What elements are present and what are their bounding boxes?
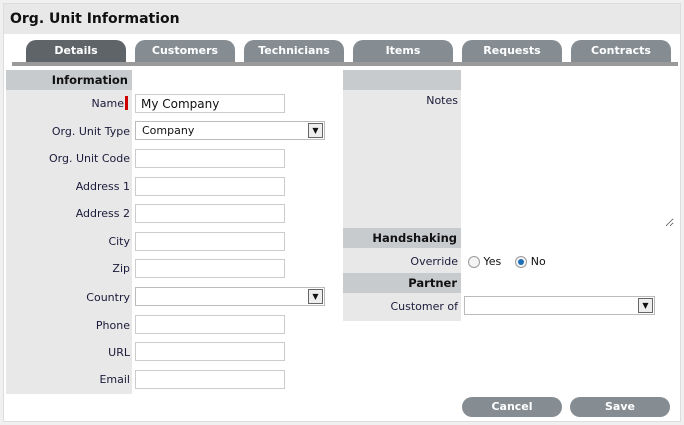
- url-input[interactable]: [135, 342, 285, 361]
- tab-details[interactable]: Details: [26, 40, 126, 62]
- phone-label: Phone: [95, 319, 130, 332]
- address2-label: Address 2: [75, 207, 130, 220]
- notes-textarea[interactable]: [464, 90, 674, 227]
- override-no-radio[interactable]: [515, 256, 528, 268]
- override-yes-radio[interactable]: [468, 256, 480, 268]
- tab-items[interactable]: Items: [353, 40, 453, 62]
- org-unit-type-select[interactable]: Company ▼: [135, 121, 325, 140]
- label-column: [6, 70, 132, 394]
- chevron-down-icon[interactable]: ▼: [308, 123, 323, 138]
- org-unit-panel: Org. Unit Information Details Customers …: [3, 3, 681, 422]
- org-unit-code-label: Org. Unit Code: [48, 152, 130, 165]
- partner-header: Partner: [343, 273, 461, 293]
- override-label: Override: [410, 255, 458, 268]
- name-input[interactable]: [135, 94, 285, 113]
- save-button[interactable]: Save: [570, 397, 670, 417]
- tab-contracts[interactable]: Contracts: [571, 40, 671, 62]
- url-label: URL: [108, 346, 130, 359]
- customer-of-select[interactable]: ▼: [464, 296, 655, 315]
- zip-label: Zip: [112, 262, 130, 275]
- city-label: City: [108, 235, 130, 248]
- phone-input[interactable]: [135, 315, 285, 334]
- notes-label: Notes: [426, 94, 458, 107]
- email-input[interactable]: [135, 370, 285, 389]
- address1-input[interactable]: [135, 177, 285, 196]
- country-select[interactable]: ▼: [135, 287, 325, 306]
- address1-label: Address 1: [75, 180, 130, 193]
- override-radio-group: Yes No: [468, 255, 546, 268]
- chevron-down-icon[interactable]: ▼: [638, 298, 653, 313]
- org-unit-code-input[interactable]: [135, 149, 285, 168]
- page-title: Org. Unit Information: [4, 4, 680, 34]
- information-header: Information: [6, 70, 132, 90]
- email-label: Email: [99, 373, 130, 386]
- chevron-down-icon[interactable]: ▼: [308, 289, 323, 304]
- country-label: Country: [86, 291, 130, 304]
- notes-header: [343, 70, 461, 90]
- handshaking-header: Handshaking: [343, 228, 461, 248]
- yes-label: Yes: [483, 255, 502, 268]
- required-marker: [125, 96, 128, 110]
- tab-divider: [12, 62, 678, 66]
- tab-technicians[interactable]: Technicians: [244, 40, 344, 62]
- name-label: Name: [91, 97, 124, 110]
- org-unit-type-label: Org. Unit Type: [51, 125, 130, 138]
- org-unit-type-value: Company: [142, 124, 195, 137]
- no-label: No: [530, 255, 546, 268]
- city-input[interactable]: [135, 232, 285, 251]
- zip-input[interactable]: [135, 259, 285, 278]
- cancel-button[interactable]: Cancel: [462, 397, 562, 417]
- customer-of-label: Customer of: [390, 300, 458, 313]
- tab-requests[interactable]: Requests: [462, 40, 562, 62]
- tab-customers[interactable]: Customers: [135, 40, 235, 62]
- address2-input[interactable]: [135, 204, 285, 223]
